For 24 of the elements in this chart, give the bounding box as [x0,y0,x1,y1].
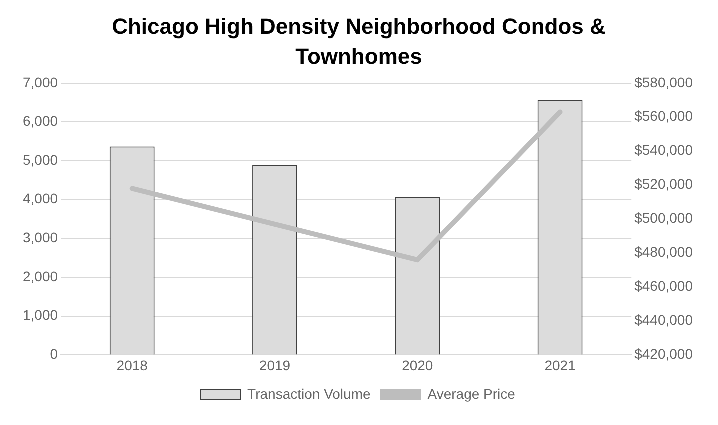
chart-title: Chicago High Density Neighborhood Condos & Townhomes [111,13,607,71]
y2-tick-label: $480,000 [634,244,694,260]
y-tick-label: 6,000 [22,113,58,130]
y2-tick-label: $500,000 [634,210,694,226]
x-tick-label: 2019 [259,357,291,374]
legend-label: Transaction Volume [248,386,371,402]
y-tick-label: 7,000 [22,74,58,90]
legend-label: Average Price [428,386,516,402]
y2-tick-label: $540,000 [634,142,694,158]
y-tick-label: 2,000 [22,268,58,284]
y2-tick-label: $460,000 [634,278,694,294]
y-tick-label: 5,000 [22,152,58,168]
x-tick-label: 2020 [402,357,434,374]
y-tick-label: 0 [50,346,58,362]
y2-tick-label: $560,000 [634,108,694,124]
y-tick-label: 1,000 [22,307,58,324]
x-tick-label: 2018 [116,357,148,374]
y2-tick-label: $520,000 [634,176,694,192]
y-tick-label: 3,000 [22,230,58,246]
y2-tick-label: $420,000 [634,346,694,362]
x-tick-label: 2021 [544,357,576,374]
y-tick-label: 4,000 [22,190,58,207]
y2-tick-label: $580,000 [634,74,694,90]
y2-tick-label: $440,000 [634,312,694,328]
